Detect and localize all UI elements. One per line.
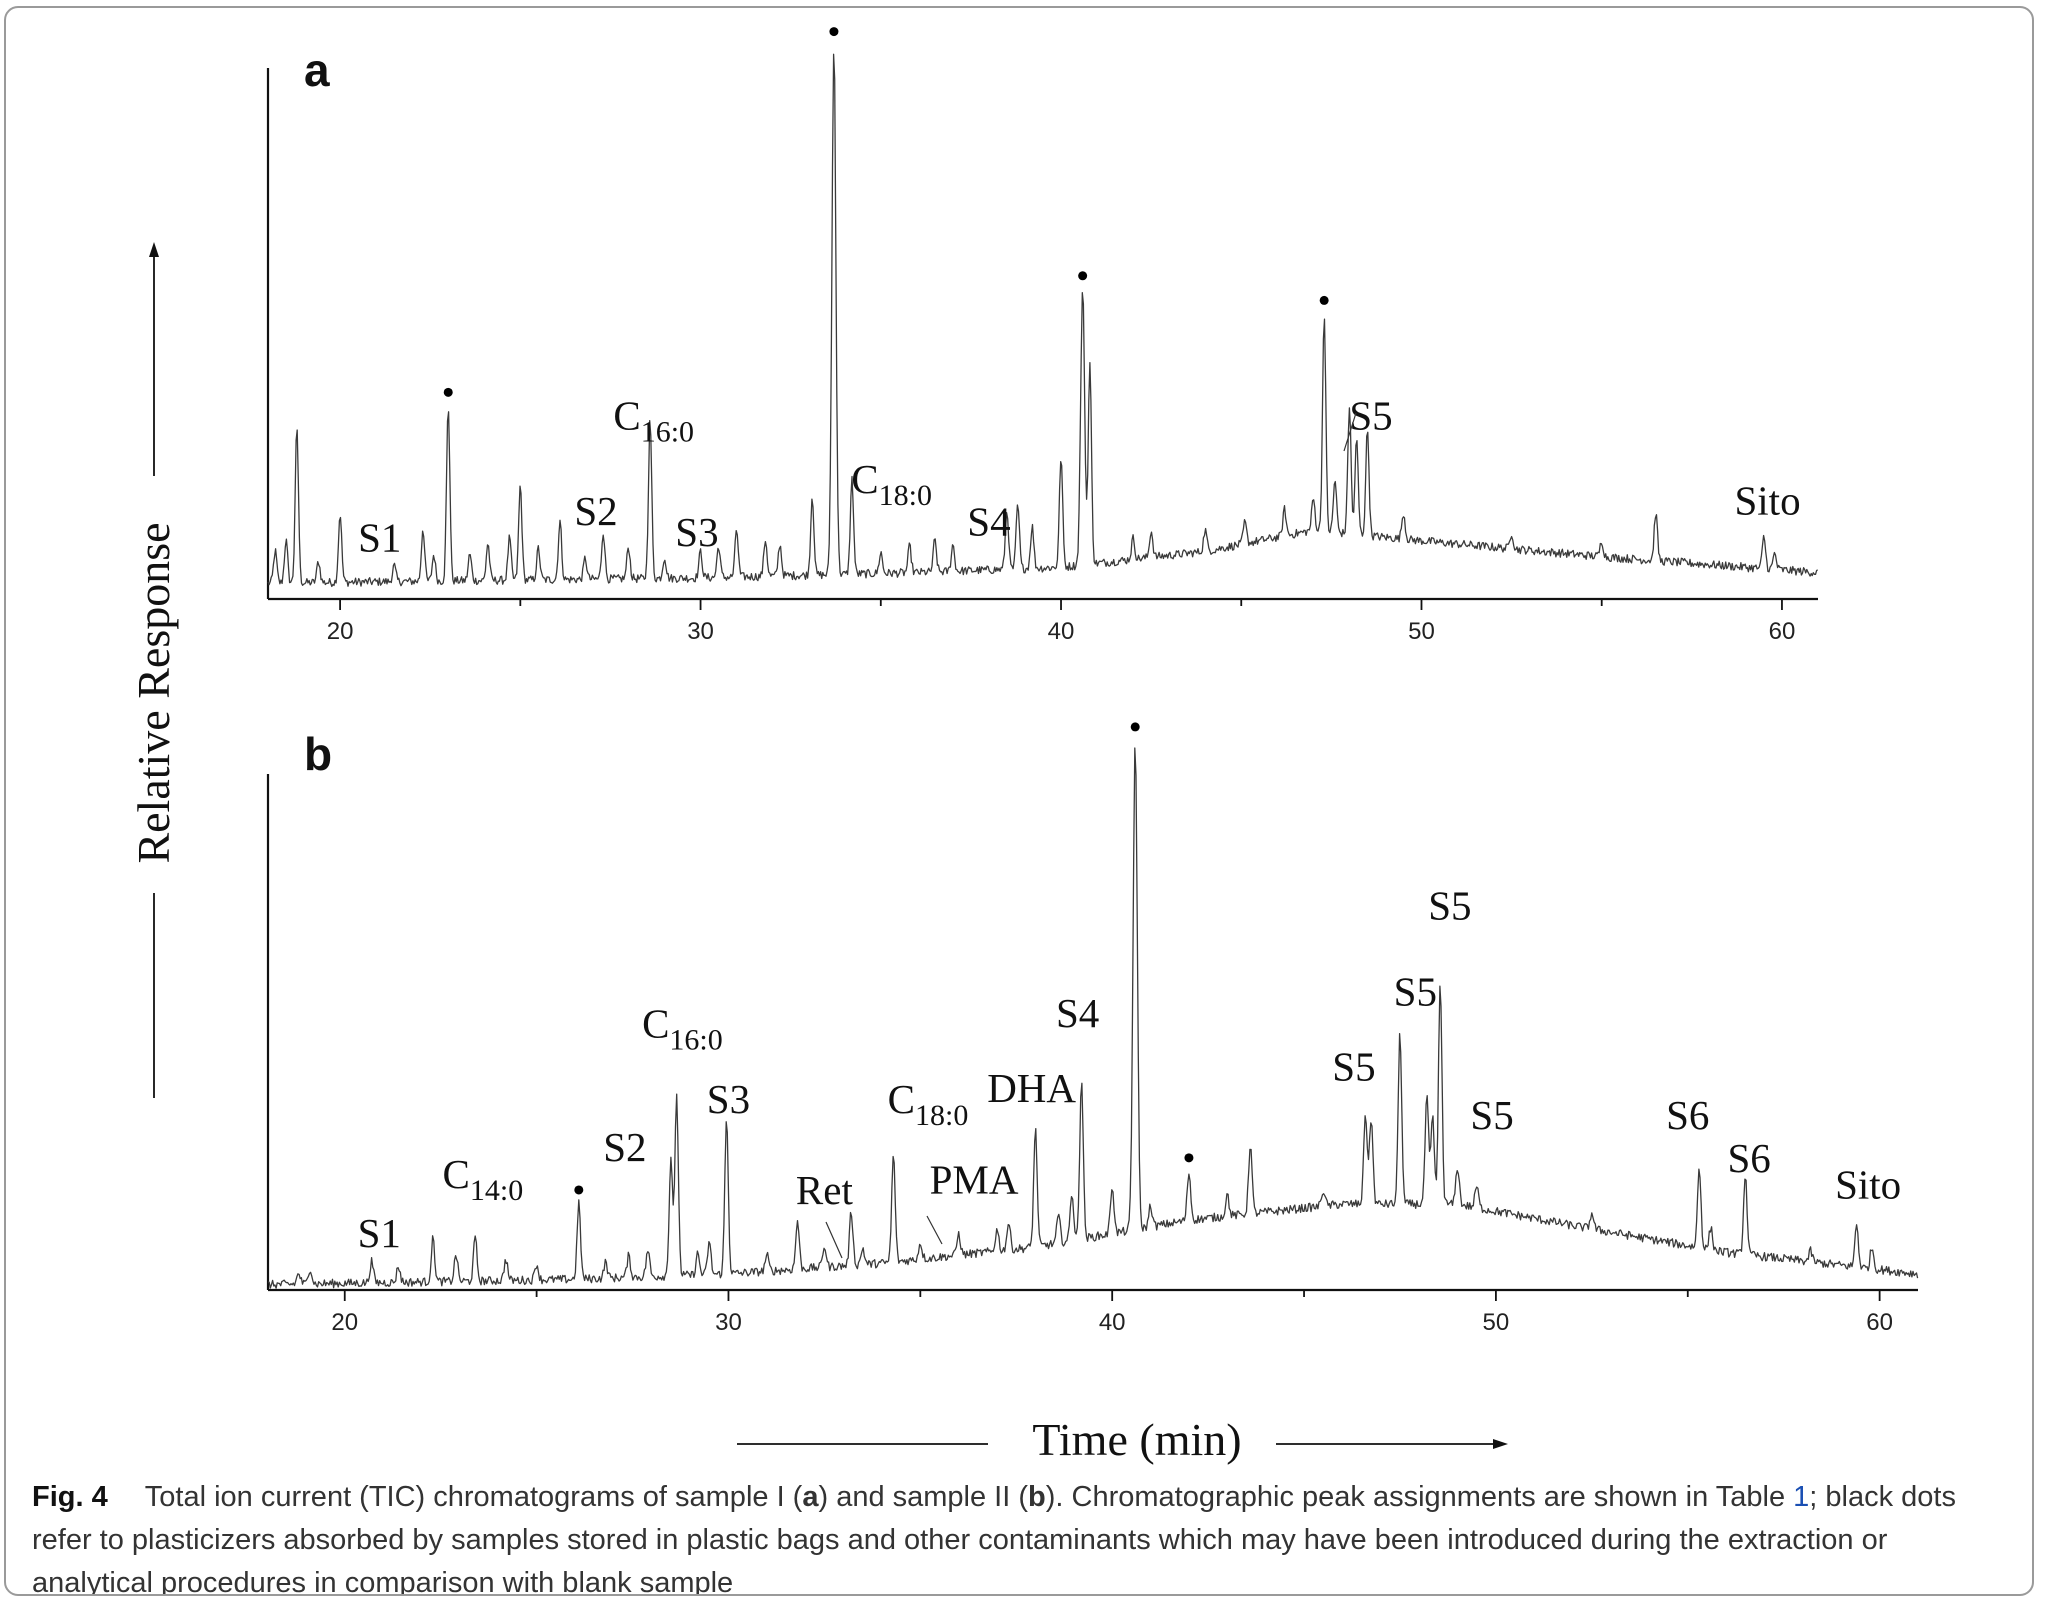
peak-label: S5: [1428, 882, 1471, 928]
peak-label: C14:0: [443, 1151, 524, 1207]
peak-label: S3: [675, 509, 718, 555]
peak-label: Sito: [1835, 1162, 1901, 1208]
leader-line-pma: [926, 1215, 943, 1245]
peak-label-subscript: 16:0: [669, 1024, 722, 1057]
peak-label: C16:0: [642, 1001, 723, 1057]
peak-label-subscript: 16:0: [641, 416, 694, 449]
peak-label: S3: [707, 1076, 750, 1122]
peak-label-main: C: [443, 1151, 470, 1197]
peak-label: S5: [1332, 1044, 1375, 1090]
x-tick-label: 60: [1769, 618, 1796, 645]
table-reference-link[interactable]: 1: [1793, 1481, 1810, 1513]
peak-label: S6: [1728, 1135, 1771, 1181]
x-tick-label: 30: [715, 1309, 742, 1336]
y-axis-title: Relative Response: [128, 522, 179, 863]
peak-label: S6: [1666, 1092, 1709, 1138]
peak-label: PMA: [930, 1156, 1019, 1202]
x-tick-label: 20: [331, 1309, 358, 1336]
peak-label-subscript: 14:0: [470, 1174, 523, 1207]
caption-text-1: Total ion current (TIC) chromatograms of…: [144, 1481, 803, 1513]
x-tick-label: 30: [687, 618, 714, 645]
peak-label: S5: [1349, 393, 1392, 439]
x-tick-label: 60: [1866, 1309, 1893, 1336]
panel-a-tic-trace: [267, 53, 1819, 588]
peak-label: S4: [967, 499, 1010, 545]
peak-label-main: C: [613, 393, 640, 439]
peak-label: S1: [358, 514, 401, 560]
caption-text-4: ; black dots refer to plasticizers absor…: [32, 1481, 1956, 1596]
peak-label: DHA: [987, 1065, 1076, 1111]
peak-label: S4: [1056, 990, 1099, 1036]
panel-label-a: a: [304, 44, 330, 96]
x-tick-label: 50: [1408, 618, 1435, 645]
peak-label: S1: [358, 1210, 401, 1256]
peak-label: S2: [603, 1124, 646, 1170]
contaminant-dot: [1078, 271, 1088, 281]
contaminant-dot: [574, 1185, 584, 1195]
contaminant-dot: [1130, 722, 1140, 732]
axes-layer: [149, 68, 1918, 1449]
peak-label: S5: [1394, 968, 1437, 1014]
contaminant-dot: [829, 27, 839, 37]
leader-line-s5: [1343, 412, 1357, 452]
x-tick-label: 40: [1099, 1309, 1126, 1336]
peak-label-main: C: [642, 1001, 669, 1047]
caption-bold-a: a: [802, 1481, 819, 1513]
figure-frame: 20 30 40 50 60 a S1 S2 C16:0 S3 C18:0 S4 S5 Sito 20 30 4…: [4, 6, 2034, 1596]
peak-label: C18:0: [888, 1076, 969, 1132]
peak-label-main: C: [851, 456, 878, 502]
y-axis-arrowhead: [149, 242, 159, 257]
figure-number: Fig. 4: [32, 1481, 108, 1513]
x-tick-label: 50: [1483, 1309, 1510, 1336]
x-axis-title: Time (min): [1032, 1414, 1241, 1465]
contaminant-dot: [443, 387, 453, 397]
peak-label: S5: [1470, 1092, 1513, 1138]
leader-line-ret: [825, 1221, 843, 1259]
traces-layer: [267, 27, 1919, 1289]
peak-label: S2: [574, 488, 617, 534]
caption-bold-b: b: [1028, 1481, 1046, 1513]
caption-text-2: ) and sample II (: [818, 1481, 1029, 1513]
x-tick-label: 40: [1048, 618, 1075, 645]
figure-caption: Fig. 4 Total ion current (TIC) chromatog…: [32, 1476, 2012, 1596]
peak-label: C16:0: [613, 393, 694, 449]
contaminant-dot: [1184, 1153, 1194, 1163]
contaminant-dot: [1319, 295, 1329, 305]
x-axis-arrowhead: [1493, 1439, 1508, 1449]
panel-b-tic-trace: [267, 747, 1919, 1289]
peak-label: Sito: [1734, 477, 1800, 523]
x-tick-label: 20: [327, 618, 354, 645]
peak-label-main: C: [888, 1076, 915, 1122]
peak-label-subscript: 18:0: [879, 479, 932, 512]
peak-label: C18:0: [851, 456, 932, 512]
caption-text-3: ). Chromatographic peak assignments are …: [1045, 1481, 1794, 1513]
panel-label-b: b: [304, 728, 332, 780]
peak-label-subscript: 18:0: [915, 1099, 968, 1132]
peak-label: Ret: [796, 1167, 854, 1213]
